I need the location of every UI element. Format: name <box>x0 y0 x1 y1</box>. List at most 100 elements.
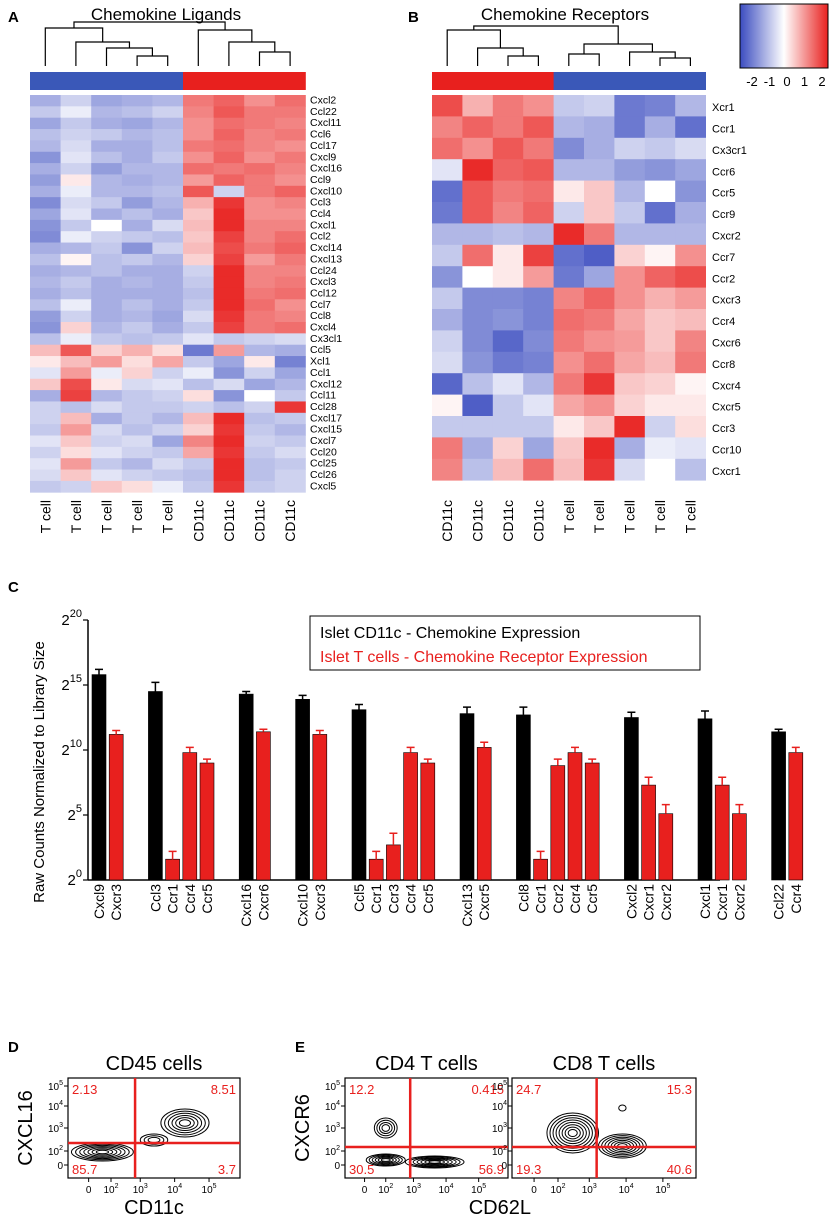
receptor-cell <box>614 416 646 438</box>
bar-label: Ccl5 <box>351 884 367 912</box>
ligand-cell <box>152 401 184 414</box>
ligand-cell <box>213 401 245 414</box>
ligand-cell <box>213 163 245 175</box>
receptor-cell <box>523 202 554 224</box>
panel-letter-c: C <box>8 579 19 596</box>
flow-plot-title: CD8 T cells <box>553 1053 656 1075</box>
receptor-cell <box>523 180 554 203</box>
receptor-cell <box>644 159 676 181</box>
receptor-cell <box>492 180 524 203</box>
receptor-cell <box>523 116 554 139</box>
ligand-cell <box>30 95 61 107</box>
ligand-row-label: Cxcl2 <box>310 95 336 107</box>
ligand-column-label: CD11c <box>190 500 206 542</box>
receptor-cell <box>553 458 585 481</box>
receptor-cell <box>492 309 524 331</box>
y-tick-label: 20 <box>68 868 82 889</box>
ligand-cell <box>244 231 276 243</box>
flow-contour-line <box>618 1104 627 1112</box>
receptor-cell <box>614 330 646 353</box>
flow-contour-line <box>368 1154 403 1166</box>
receptor-row-label: Cxcr4 <box>712 380 741 392</box>
ligand-row-label: Ccl1 <box>310 367 331 379</box>
ligand-row-label: Cxcl11 <box>310 117 341 129</box>
flow-contour-line <box>558 1121 587 1145</box>
ligand-cell <box>213 390 245 402</box>
bar-label: Cxcl1 <box>697 884 713 919</box>
ligand-cell <box>91 163 123 175</box>
bar <box>256 731 271 881</box>
receptor-cell <box>432 373 463 395</box>
ligand-cell <box>274 333 306 346</box>
ligand-cell <box>213 253 245 266</box>
receptor-cell <box>462 223 494 246</box>
y-tick-label: 0 <box>57 1161 63 1172</box>
ligand-row-label: Xcl1 <box>310 356 331 368</box>
receptor-group-bar <box>523 72 554 90</box>
ligand-cell <box>244 356 276 368</box>
receptor-cell <box>523 309 554 331</box>
ligand-cell <box>274 242 306 255</box>
receptor-cell <box>492 137 524 160</box>
ligand-cell <box>91 106 123 119</box>
ligand-cell <box>91 117 123 130</box>
ligand-cell <box>30 333 61 346</box>
ligand-cell <box>30 446 61 459</box>
ligand-cell <box>30 378 61 391</box>
ligand-cell <box>30 140 61 153</box>
receptor-cell <box>614 309 646 331</box>
ligand-cell <box>183 242 214 255</box>
receptor-cell <box>523 416 554 438</box>
ligand-cell <box>244 219 276 232</box>
receptor-row-label: Cxcr1 <box>712 466 741 478</box>
bar <box>148 691 163 881</box>
y-tick-label: 215 <box>61 673 82 694</box>
ligand-cell <box>121 242 153 255</box>
ligand-cell <box>213 231 245 243</box>
receptor-cell <box>553 95 585 117</box>
receptor-cell <box>584 159 615 181</box>
ligand-cell <box>152 367 184 380</box>
y-tick-label: 220 <box>61 608 82 629</box>
error-bar <box>203 758 211 763</box>
flow-y-label: CXCL16 <box>15 1090 37 1166</box>
ligand-cell <box>274 276 306 289</box>
ligand-cell <box>30 367 61 380</box>
ligand-cell <box>244 446 276 459</box>
ligand-cell <box>121 140 153 153</box>
ligand-cell <box>183 117 214 130</box>
ligand-row-label: Ccl7 <box>310 299 331 311</box>
ligand-row-label: Cxcl5 <box>310 480 336 492</box>
ligand-cell <box>213 333 245 346</box>
ligand-cell <box>30 469 61 482</box>
bar <box>732 813 747 881</box>
receptor-cell <box>644 458 676 481</box>
receptor-cell <box>675 159 706 181</box>
ligand-cell <box>60 265 92 277</box>
ligand-cell <box>213 367 245 380</box>
receptor-row-label: Cxcr5 <box>712 402 741 414</box>
receptor-cell <box>675 330 706 353</box>
ligand-cell <box>91 480 123 493</box>
receptor-row-label: Ccr5 <box>712 188 735 200</box>
ligand-cell <box>244 253 276 266</box>
ligand-row-label: Ccl4 <box>310 208 331 220</box>
ligand-cell <box>244 333 276 346</box>
ligand-cell <box>213 95 245 107</box>
ligand-cell <box>121 469 153 482</box>
receptor-cell <box>553 116 585 139</box>
ligand-cell <box>60 287 92 300</box>
flow-contour-line <box>371 1155 400 1165</box>
bar-label: Ccr1 <box>368 884 384 914</box>
flow-contour-line <box>564 1126 581 1140</box>
ligand-cell <box>152 344 184 357</box>
ligand-cell <box>121 322 153 334</box>
error-bar <box>661 803 670 814</box>
ligand-cell <box>60 424 92 436</box>
x-tick-label: 104 <box>439 1183 454 1196</box>
flow-contour-line <box>380 1158 391 1162</box>
ligand-cell <box>183 458 214 470</box>
ligand-cell <box>91 424 123 436</box>
ligand-cell <box>244 287 276 300</box>
ligand-cell <box>121 299 153 312</box>
